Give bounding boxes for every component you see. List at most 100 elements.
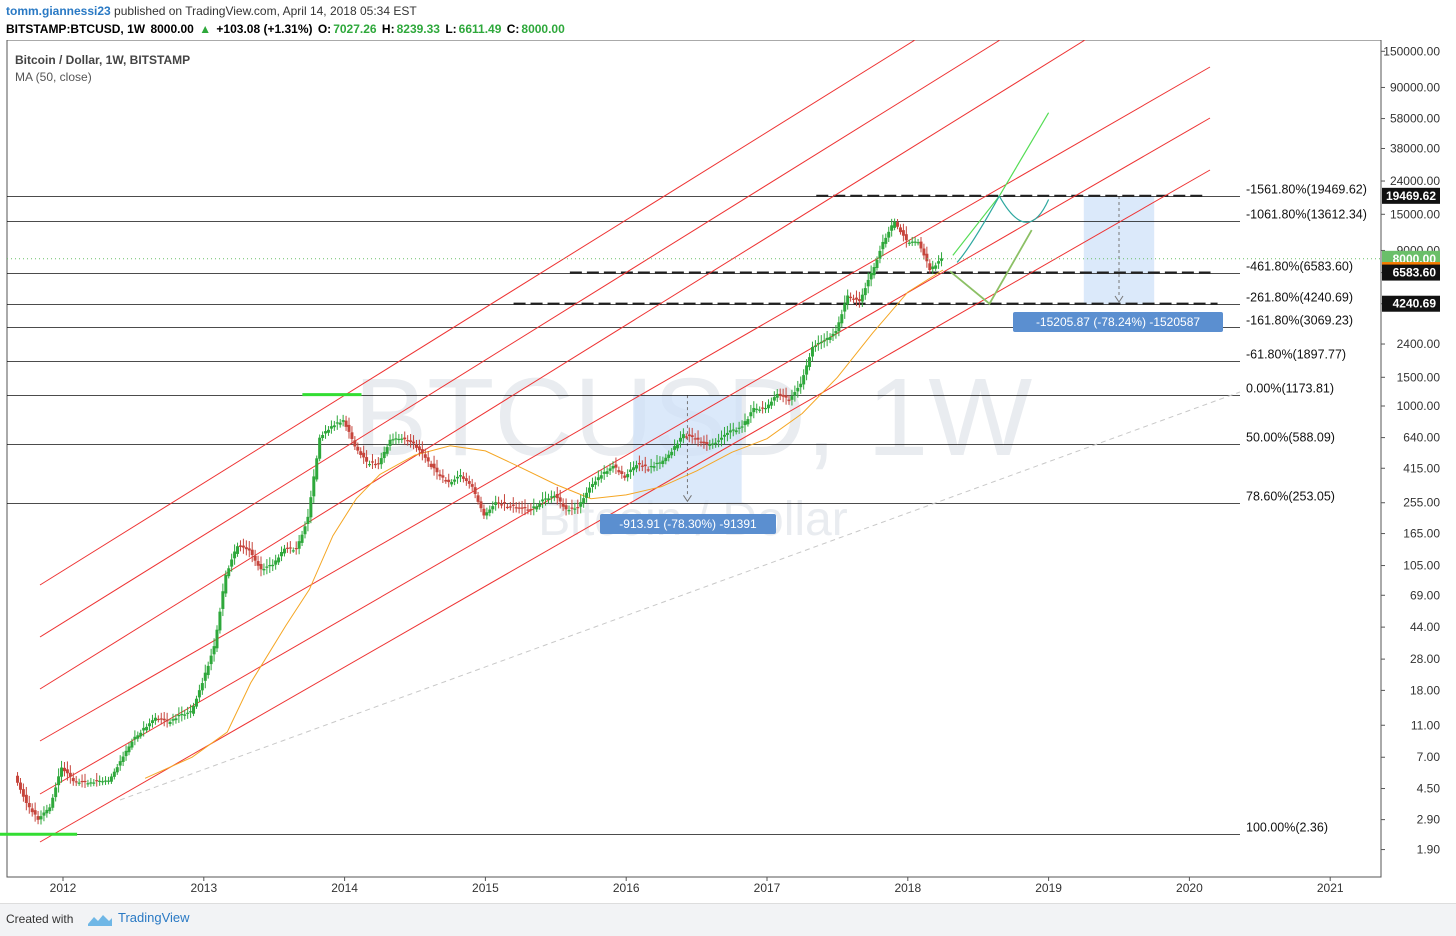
symbol-label: BITSTAMP:BTCUSD, 1W	[6, 22, 146, 36]
candle-body	[702, 441, 706, 444]
candle-body	[913, 241, 917, 243]
bear-projection	[949, 229, 1033, 306]
candle-body	[611, 466, 615, 469]
candle-body	[39, 816, 43, 820]
candle-body	[907, 242, 911, 244]
candle-body	[652, 466, 656, 468]
author-link[interactable]: tomm.giannessi23	[6, 4, 111, 18]
candle-body	[579, 502, 583, 507]
candle-body	[749, 412, 753, 417]
candle-body	[752, 407, 756, 413]
tradingview-link[interactable]: TradingView	[118, 910, 190, 925]
measure-arrowhead-2	[1114, 295, 1124, 303]
candle-body	[517, 507, 521, 509]
candle-body	[922, 248, 926, 256]
candle-body	[461, 476, 465, 479]
candle-body	[793, 392, 797, 396]
candle-body	[637, 462, 641, 465]
candle-body	[318, 437, 322, 459]
candle-body	[614, 464, 618, 468]
time-axis[interactable]: 2012 2013 2014 2015 2016 2017 2018 2019 2020 2021	[7, 876, 1381, 895]
candle-body	[711, 443, 715, 445]
candle-body	[602, 471, 606, 474]
candle-body	[781, 394, 785, 397]
ma-line	[144, 269, 944, 779]
price-label: 11.00	[1411, 718, 1440, 732]
price-chart[interactable]: BTCUSD, 1W Bitcoin / Dollar -1561.80%(19…	[0, 40, 1456, 903]
price-label: 7.00	[1417, 750, 1441, 764]
candle-body	[737, 427, 741, 429]
candle-body	[24, 794, 28, 803]
candle-body	[426, 457, 430, 462]
price-label: 18.00	[1410, 683, 1440, 697]
price-axis[interactable]: 150000.00 90000.00 58000.00 38000.00 24000.0…	[1381, 44, 1441, 857]
candle-body	[766, 404, 770, 409]
series-title: Bitcoin / Dollar, 1W, BITSTAMP	[15, 53, 191, 67]
candle-body	[365, 457, 369, 462]
candle-body	[303, 526, 307, 535]
candle-body	[643, 464, 647, 467]
candle-body	[834, 331, 838, 334]
candle-body	[62, 767, 66, 772]
candle-body	[156, 718, 160, 721]
candle-body	[502, 502, 506, 504]
candle-body	[758, 409, 762, 411]
candle-body	[831, 333, 835, 337]
candle-body	[274, 560, 278, 565]
price-label: 150000.00	[1383, 44, 1440, 58]
candle-body	[573, 508, 577, 510]
candle-body	[362, 452, 366, 458]
candle-body	[755, 408, 759, 410]
trend-drawings	[0, 112, 1050, 836]
candle-body	[414, 444, 418, 448]
price-label: 90000.00	[1390, 80, 1440, 94]
candle-body	[693, 438, 697, 440]
candle-body	[632, 467, 636, 471]
candle-body	[280, 551, 284, 557]
measure-labels: -913.91 (-78.30%) -91391 -15205.87 (-78.2…	[600, 312, 1223, 534]
candle-body	[335, 422, 339, 424]
candle-body	[397, 438, 401, 441]
candle-body	[500, 504, 504, 506]
candle-body	[890, 225, 894, 231]
candle-body	[45, 809, 49, 814]
candle-body	[30, 808, 34, 813]
candle-body	[670, 451, 674, 456]
candle-body	[728, 430, 732, 433]
candle-body	[341, 420, 345, 422]
candle-body	[869, 272, 873, 280]
candle-body	[590, 484, 594, 488]
candle-body	[623, 475, 627, 478]
candle-body	[634, 465, 638, 469]
candle-body	[714, 442, 718, 444]
candle-body	[271, 564, 275, 567]
candle-body	[109, 776, 113, 782]
fib-label-8: 78.60%(253.05)	[1246, 490, 1335, 504]
candle-body	[48, 807, 52, 812]
chart-legend: Bitcoin / Dollar, 1W, BITSTAMP MA (50, c…	[15, 52, 190, 86]
candle-body	[561, 503, 565, 507]
open-value: 7027.26	[333, 22, 377, 36]
candle-body	[720, 437, 724, 440]
candle-body	[356, 446, 360, 451]
candle-body	[640, 465, 644, 467]
candle-body	[300, 534, 304, 543]
candle-body	[805, 365, 809, 375]
candle-body	[206, 665, 210, 676]
candle-body	[16, 775, 20, 783]
candle-body	[526, 509, 530, 511]
candle-body	[822, 340, 826, 342]
candle-body	[893, 221, 897, 228]
candle-body	[57, 776, 61, 786]
candle-body	[227, 568, 231, 577]
candle-body	[18, 782, 22, 790]
candle-body	[857, 299, 861, 302]
price-label: 24000.00	[1390, 174, 1440, 188]
time-label-2016: 2016	[613, 881, 640, 895]
candle-body	[192, 705, 196, 714]
candle-body	[150, 720, 154, 724]
candle-body	[467, 481, 471, 484]
candle-body	[743, 421, 747, 426]
time-label-2017: 2017	[754, 881, 781, 895]
candle-body	[488, 509, 492, 513]
